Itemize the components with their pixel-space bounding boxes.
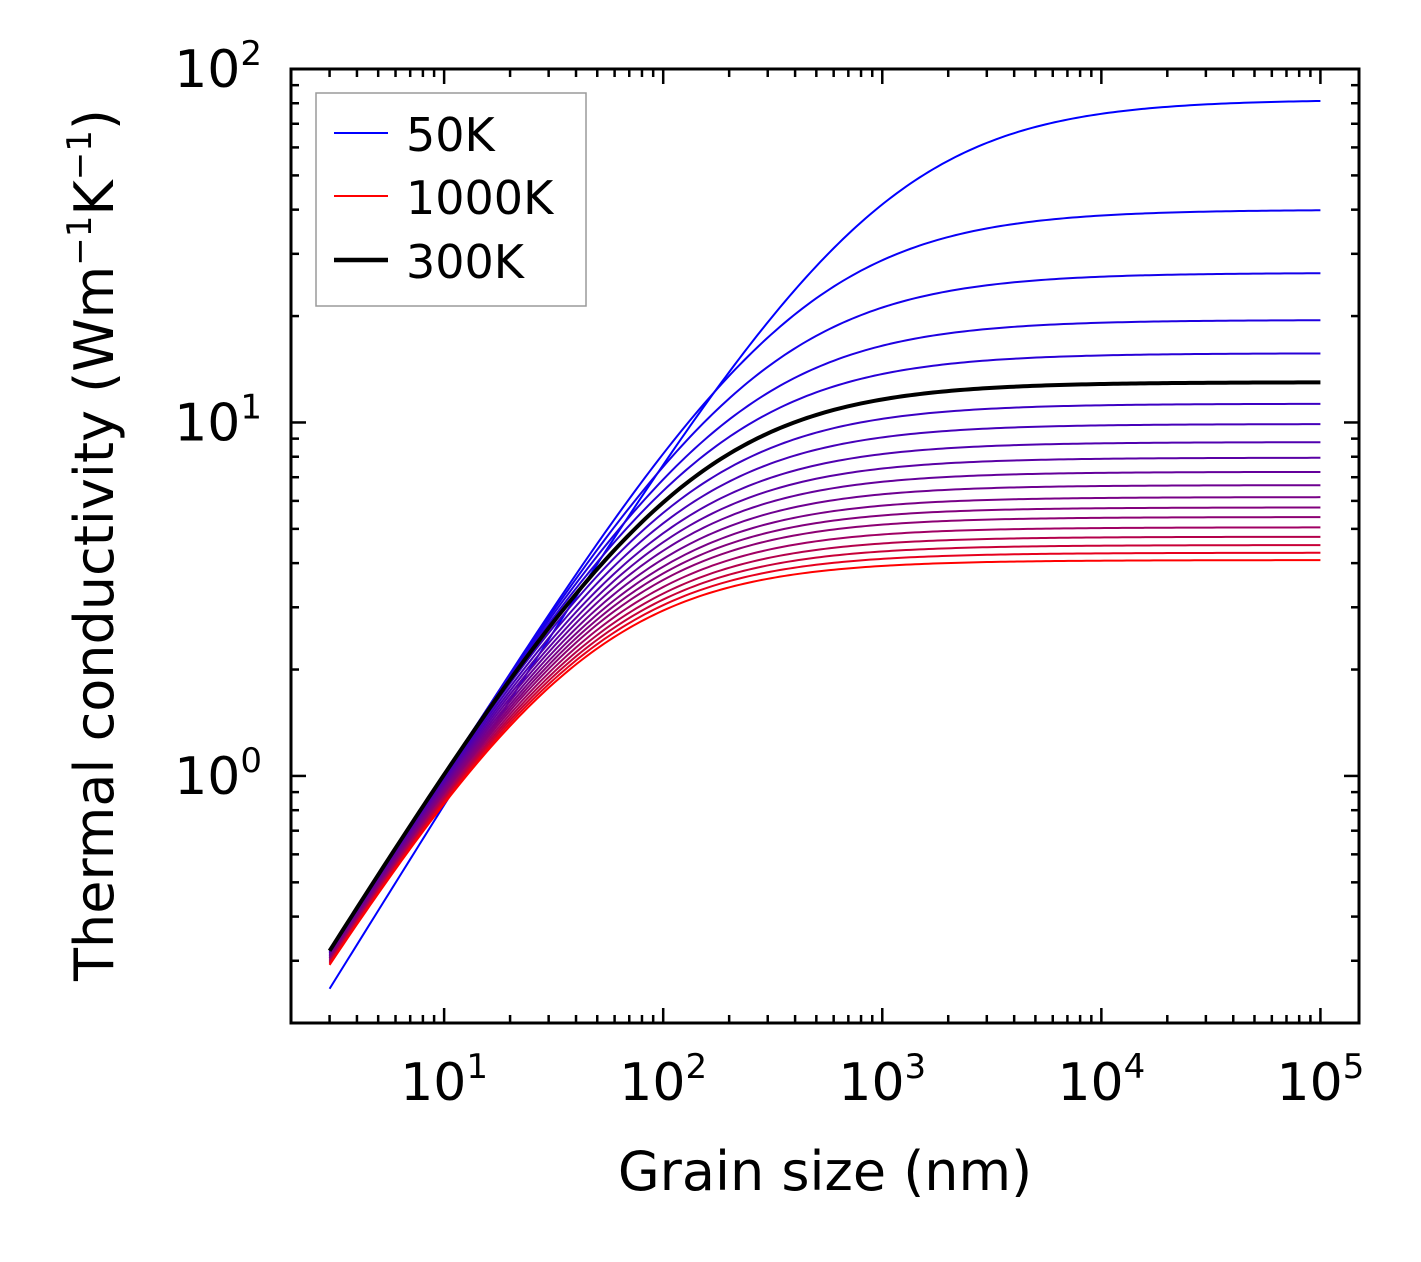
y-axis-label-sup1: −1: [60, 216, 100, 266]
y-axis-label-mid: K: [63, 179, 126, 216]
legend-frame: [315, 92, 587, 307]
series-line-550k: [328, 470, 1321, 957]
x-tick-label-base: 10: [619, 1053, 685, 1113]
series-group: [327, 99, 1321, 990]
series-line-400k: [328, 423, 1321, 954]
series-line-800k: [328, 526, 1321, 962]
x-tick-label-exp: 5: [1343, 1047, 1365, 1087]
series-line-150k: [328, 272, 1321, 957]
y-tick-label-exp: 1: [240, 387, 262, 427]
y-tick-label: 101: [174, 387, 262, 453]
series-line-700k: [328, 506, 1321, 960]
x-tick-label: 102: [619, 1047, 707, 1113]
y-tick-label-base: 10: [174, 393, 240, 453]
y-tick-label-base: 10: [174, 747, 240, 807]
series-line-200k: [328, 319, 1321, 954]
x-tick-label-exp: 4: [1124, 1047, 1146, 1087]
series-line-850k: [328, 535, 1321, 963]
y-axis-label-suffix: ): [63, 109, 126, 130]
series-line-750k: [328, 516, 1321, 961]
plot-frame: [289, 67, 1361, 1025]
legend-label-1000k: 1000K: [406, 171, 555, 225]
x-tick-label-base: 10: [838, 1053, 904, 1113]
x-tick-label-exp: 3: [905, 1047, 927, 1087]
x-tick-label-base: 10: [1057, 1053, 1123, 1113]
x-tick-label-base: 10: [400, 1053, 466, 1113]
x-tick-label-base: 10: [1277, 1053, 1343, 1113]
series-line-500k: [328, 456, 1321, 956]
x-tick-label-exp: 2: [685, 1047, 707, 1087]
series-line-950k: [328, 551, 1321, 965]
y-tick-label-exp: 0: [240, 741, 262, 781]
series-line-100k: [328, 209, 1321, 959]
legend-label-50k: 50K: [406, 108, 497, 162]
legend-label-300k: 300K: [406, 235, 526, 289]
x-axis-label: Grain size (nm): [618, 1140, 1032, 1203]
y-tick-label: 100: [174, 741, 262, 807]
x-tick-label-exp: 1: [466, 1047, 488, 1087]
series-line-300k: [327, 380, 1321, 952]
x-tick-label: 104: [1057, 1047, 1145, 1113]
series-line-900k: [328, 544, 1321, 964]
series-line-450k: [328, 441, 1321, 955]
series-line-1000k: [328, 559, 1321, 966]
y-tick-label: 102: [174, 34, 262, 100]
y-axis-label: Thermal conductivity (Wm−1K−1): [60, 109, 126, 982]
x-tick-label: 103: [838, 1047, 926, 1113]
x-tick-label: 105: [1277, 1047, 1365, 1113]
y-axis-label-prefix: Thermal conductivity (Wm: [63, 266, 126, 982]
y-tick-label-base: 10: [174, 40, 240, 100]
series-line-650k: [328, 496, 1321, 959]
x-tick-label: 101: [400, 1047, 488, 1113]
series-line-600k: [328, 484, 1321, 958]
y-tick-label-exp: 2: [240, 34, 262, 74]
y-axis-label-sup2: −1: [60, 130, 100, 180]
legend: 50K 1000K 300K: [315, 92, 587, 307]
